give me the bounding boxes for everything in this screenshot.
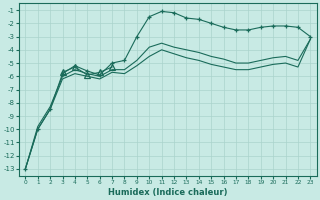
X-axis label: Humidex (Indice chaleur): Humidex (Indice chaleur) bbox=[108, 188, 228, 197]
